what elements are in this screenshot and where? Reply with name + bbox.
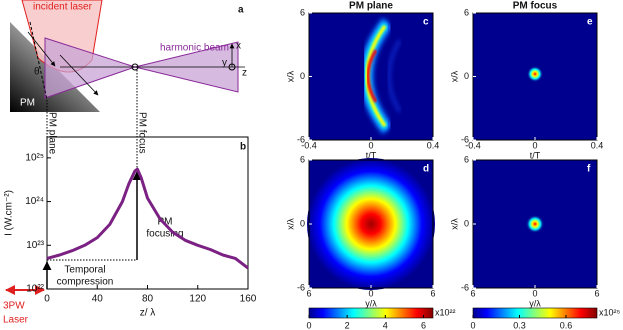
pm-focus-label: PM focus — [136, 112, 147, 154]
y-axis-label: x/λ — [449, 218, 459, 230]
colorbar-tick-label: 0 — [470, 320, 475, 330]
y-axis-label: x/λ — [285, 70, 295, 82]
y-tick-label: 6 — [464, 7, 469, 17]
harmonic-cone-in — [44, 37, 137, 99]
pm-label: PM — [20, 98, 35, 109]
y-tick-label: 0 — [464, 218, 469, 228]
intensity-line — [46, 167, 249, 270]
compression-label: Temporal — [64, 265, 105, 276]
y-axis-label: x/λ — [449, 70, 459, 82]
axis-z-label: z — [242, 68, 247, 79]
y-tick-label: 10²² — [26, 284, 44, 295]
heatmap-image — [473, 13, 597, 140]
axis-x-label: x — [236, 41, 241, 52]
focus-marker — [131, 63, 139, 71]
x-tick-label: 160 — [240, 294, 257, 305]
focusing-label: focusing — [146, 229, 183, 240]
colorbar-gradient — [473, 308, 597, 318]
y-tick-label: 10²³ — [26, 240, 44, 251]
colorbar-tick-label: 0.6 — [560, 320, 573, 330]
colorbar-multiplier: x10²² — [435, 307, 456, 317]
x-tick-label: 6 — [594, 288, 599, 298]
y-tick-label: 0 — [300, 71, 305, 81]
compression-label: compression — [57, 277, 114, 288]
incident-label: incident laser — [33, 2, 93, 13]
y-tick-label: 10²⁵ — [25, 152, 44, 163]
x-axis-label: z/ λ — [140, 308, 156, 319]
x-tick-label: 0 — [44, 294, 50, 305]
y-axis-label: I (W.cm⁻²) — [4, 190, 15, 236]
y-tick-label: 6 — [464, 154, 469, 164]
laser-label: 3PW — [3, 301, 25, 312]
heatmap-image — [473, 160, 597, 288]
heatmap-image — [307, 158, 435, 290]
colorbar-tick-label: 0 — [306, 320, 311, 330]
panel-letter: a — [238, 5, 244, 16]
x-tick-label: 0 — [532, 140, 537, 150]
x-axis-label: y/λ — [529, 298, 541, 308]
y-tick-label: 6 — [300, 154, 305, 164]
laser-label: Laser — [3, 315, 29, 326]
panel-letter: d — [423, 164, 429, 175]
x-tick-label: 0.4 — [591, 140, 604, 150]
x-axis-label: y/λ — [365, 298, 377, 308]
panel-title: PM focus — [513, 1, 558, 12]
colorbar-gradient — [309, 308, 433, 318]
x-tick-label: 0 — [368, 288, 373, 298]
x-tick-label: 6 — [470, 288, 475, 298]
arrow — [59, 54, 99, 96]
y-tick-label: 6 — [300, 7, 305, 17]
y-tick-label: -6 — [297, 282, 305, 292]
colorbar-tick-label: 2 — [345, 320, 350, 330]
x-axis-label: t/T — [530, 150, 541, 160]
colorbar-multiplier: x10²⁵ — [599, 307, 621, 317]
y-tick-label: 0 — [464, 71, 469, 81]
x-tick-label: -0.4 — [301, 140, 317, 150]
colorbar-frame — [308, 307, 434, 319]
colorbar-tick-label: 0.3 — [513, 320, 526, 330]
x-tick-label: 40 — [92, 294, 104, 305]
colorbar-tick-label: 6 — [421, 320, 426, 330]
panel-letter: e — [587, 17, 593, 28]
y-tick-label: -6 — [461, 282, 469, 292]
y-axis-label: x/λ — [285, 218, 295, 230]
y-tick-label: -6 — [461, 134, 469, 144]
y-tick-label: 0 — [300, 218, 305, 228]
colorbar-frame — [472, 307, 598, 319]
x-tick-label: 80 — [142, 294, 154, 305]
panel-letter: b — [240, 142, 246, 153]
schematic: incident laser harmonic beam PM θ x y z … — [10, 0, 247, 112]
harmonic-label: harmonic beam — [160, 43, 229, 54]
x-tick-label: 6 — [306, 288, 311, 298]
x-axis-label: t/T — [366, 150, 377, 160]
beam-axis — [29, 21, 48, 101]
arrow — [27, 31, 56, 67]
x-tick-label: 120 — [189, 294, 206, 305]
x-tick-label: -0.4 — [465, 140, 481, 150]
axis-y-label: y — [222, 58, 227, 69]
x-tick-label: 0 — [368, 140, 373, 150]
colorbar-tick-label: 4 — [383, 320, 388, 330]
panel-letter: c — [423, 17, 429, 28]
pm-plane-label: PM plane — [46, 112, 57, 155]
theta-label: θ — [34, 67, 40, 78]
panel-letter: f — [587, 164, 591, 175]
x-tick-label: 0 — [532, 288, 537, 298]
x-tick-label: 6 — [430, 288, 435, 298]
y-tick-label: -6 — [297, 134, 305, 144]
heatmap-image — [309, 13, 433, 140]
x-tick-label: 0.4 — [427, 140, 440, 150]
panel-title: PM plane — [349, 1, 393, 12]
y-tick-label: 10²⁴ — [25, 196, 44, 207]
